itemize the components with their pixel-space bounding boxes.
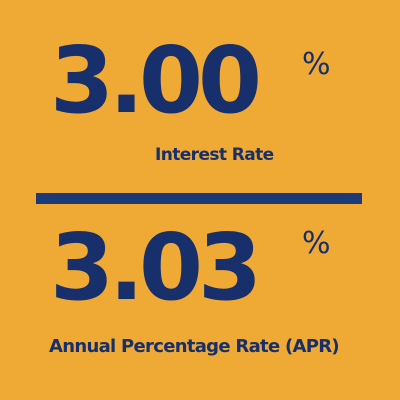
interest-rate-label: Interest Rate xyxy=(155,145,274,165)
apr-block: 3.03 % Annual Percentage Rate (APR) xyxy=(0,214,400,357)
apr-percent-symbol: % xyxy=(302,226,331,261)
apr-label: Annual Percentage Rate (APR) xyxy=(49,336,340,357)
interest-rate-value: 3.00 xyxy=(50,27,262,134)
rate-divider xyxy=(36,193,362,204)
interest-rate-block: 3.00 % Interest Rate xyxy=(0,30,400,170)
interest-rate-percent-symbol: % xyxy=(302,47,331,82)
apr-value: 3.03 xyxy=(50,214,262,321)
